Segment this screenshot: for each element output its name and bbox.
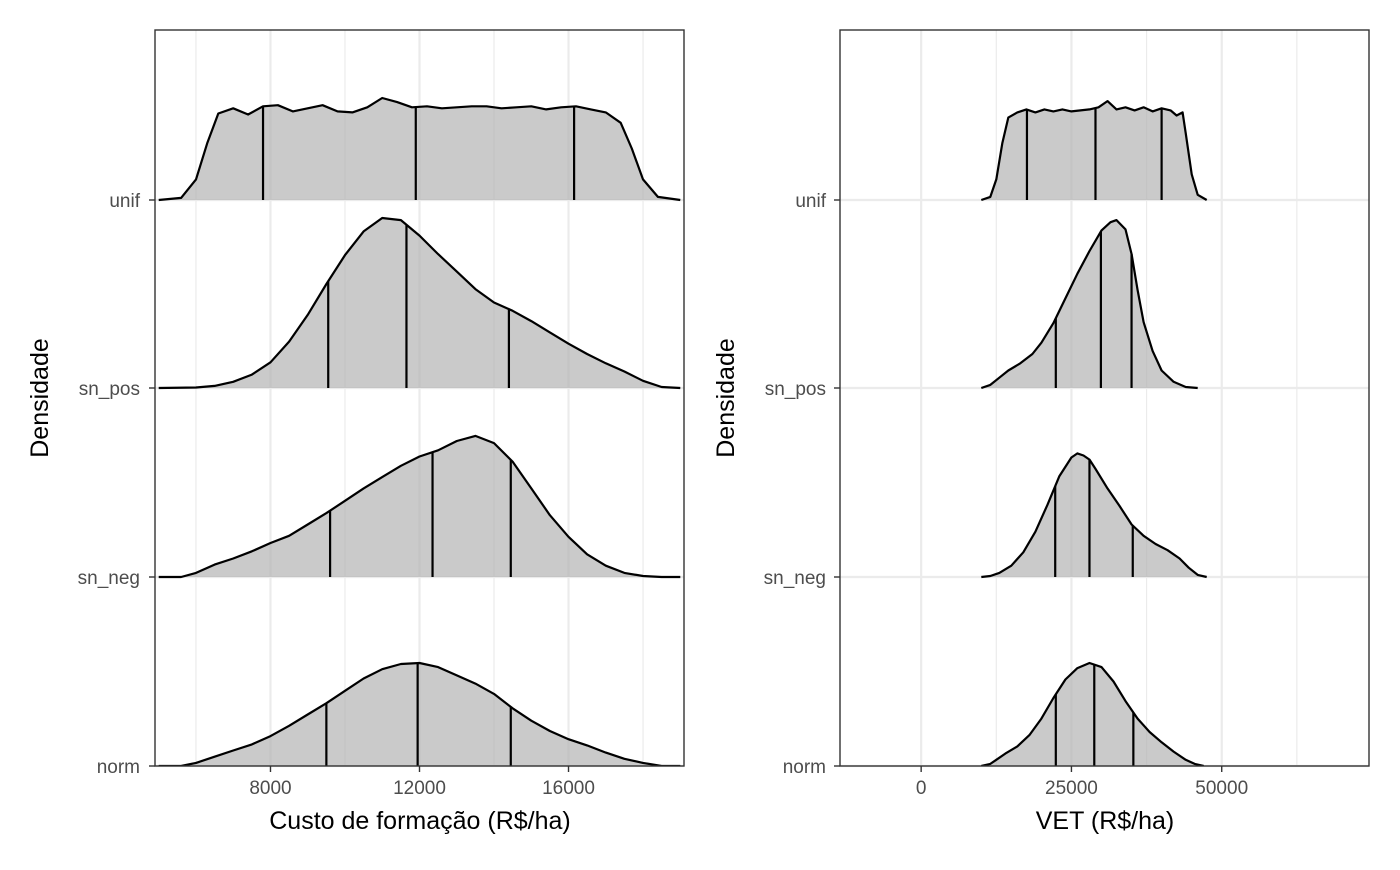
ridge-area-sn_pos [158, 218, 681, 388]
ridge-line-unif [158, 96, 681, 202]
panel-border [839, 29, 1370, 767]
ridge-line-sn_pos [158, 216, 681, 390]
y-tick-label-unif: unif [109, 191, 140, 212]
x-axis-title: Custo de formação (R$/ha) [269, 807, 571, 835]
y-tick-label-sn_pos: sn_pos [79, 379, 140, 400]
ridge-line-sn_neg [981, 452, 1207, 579]
ridge-area-unif [158, 98, 681, 200]
y-tick-label-unif: unif [795, 191, 826, 212]
ridge-line-norm [981, 661, 1204, 766]
y-tick-label-sn_pos: sn_pos [765, 379, 826, 400]
y-tick-label-norm: norm [783, 757, 826, 778]
ridge-area-norm [981, 663, 1204, 766]
ridge-line-sn_neg [158, 434, 681, 579]
ridge-area-sn_neg [158, 435, 681, 577]
x-tick-label: 50000 [1195, 778, 1248, 799]
x-axis-title: VET (R$/ha) [1036, 807, 1174, 835]
x-tick-label: 16000 [542, 778, 595, 799]
ridges [980, 100, 1208, 766]
x-tick-label: 8000 [249, 778, 291, 799]
x-tick-label: 0 [916, 778, 927, 799]
y-axis-title: Densidade [26, 338, 54, 458]
ridge-area-norm [158, 663, 681, 766]
y-axis-title: Densidade [712, 338, 740, 458]
y-tick-label-sn_neg: sn_neg [764, 568, 826, 589]
y-tick-label-sn_neg: sn_neg [78, 568, 140, 589]
ridge-area-sn_pos [981, 220, 1198, 388]
panel-1: norm sn_neg sn_pos unif 8000 12000 16000 Custo … [26, 29, 685, 835]
x-tick-label: 25000 [1045, 778, 1098, 799]
ridge-line-sn_pos [980, 219, 1198, 390]
x-tick-label: 12000 [393, 778, 446, 799]
ridge-line-norm [158, 661, 681, 766]
panel-2: norm sn_neg sn_pos unif 0 25000 50000 VET (R$/h… [712, 29, 1370, 835]
ridge-area-sn_neg [981, 453, 1207, 577]
y-tick-label-norm: norm [97, 757, 140, 778]
ridges [158, 96, 681, 766]
ridge-area-unif [981, 101, 1207, 200]
ridge-line-unif [980, 100, 1208, 202]
